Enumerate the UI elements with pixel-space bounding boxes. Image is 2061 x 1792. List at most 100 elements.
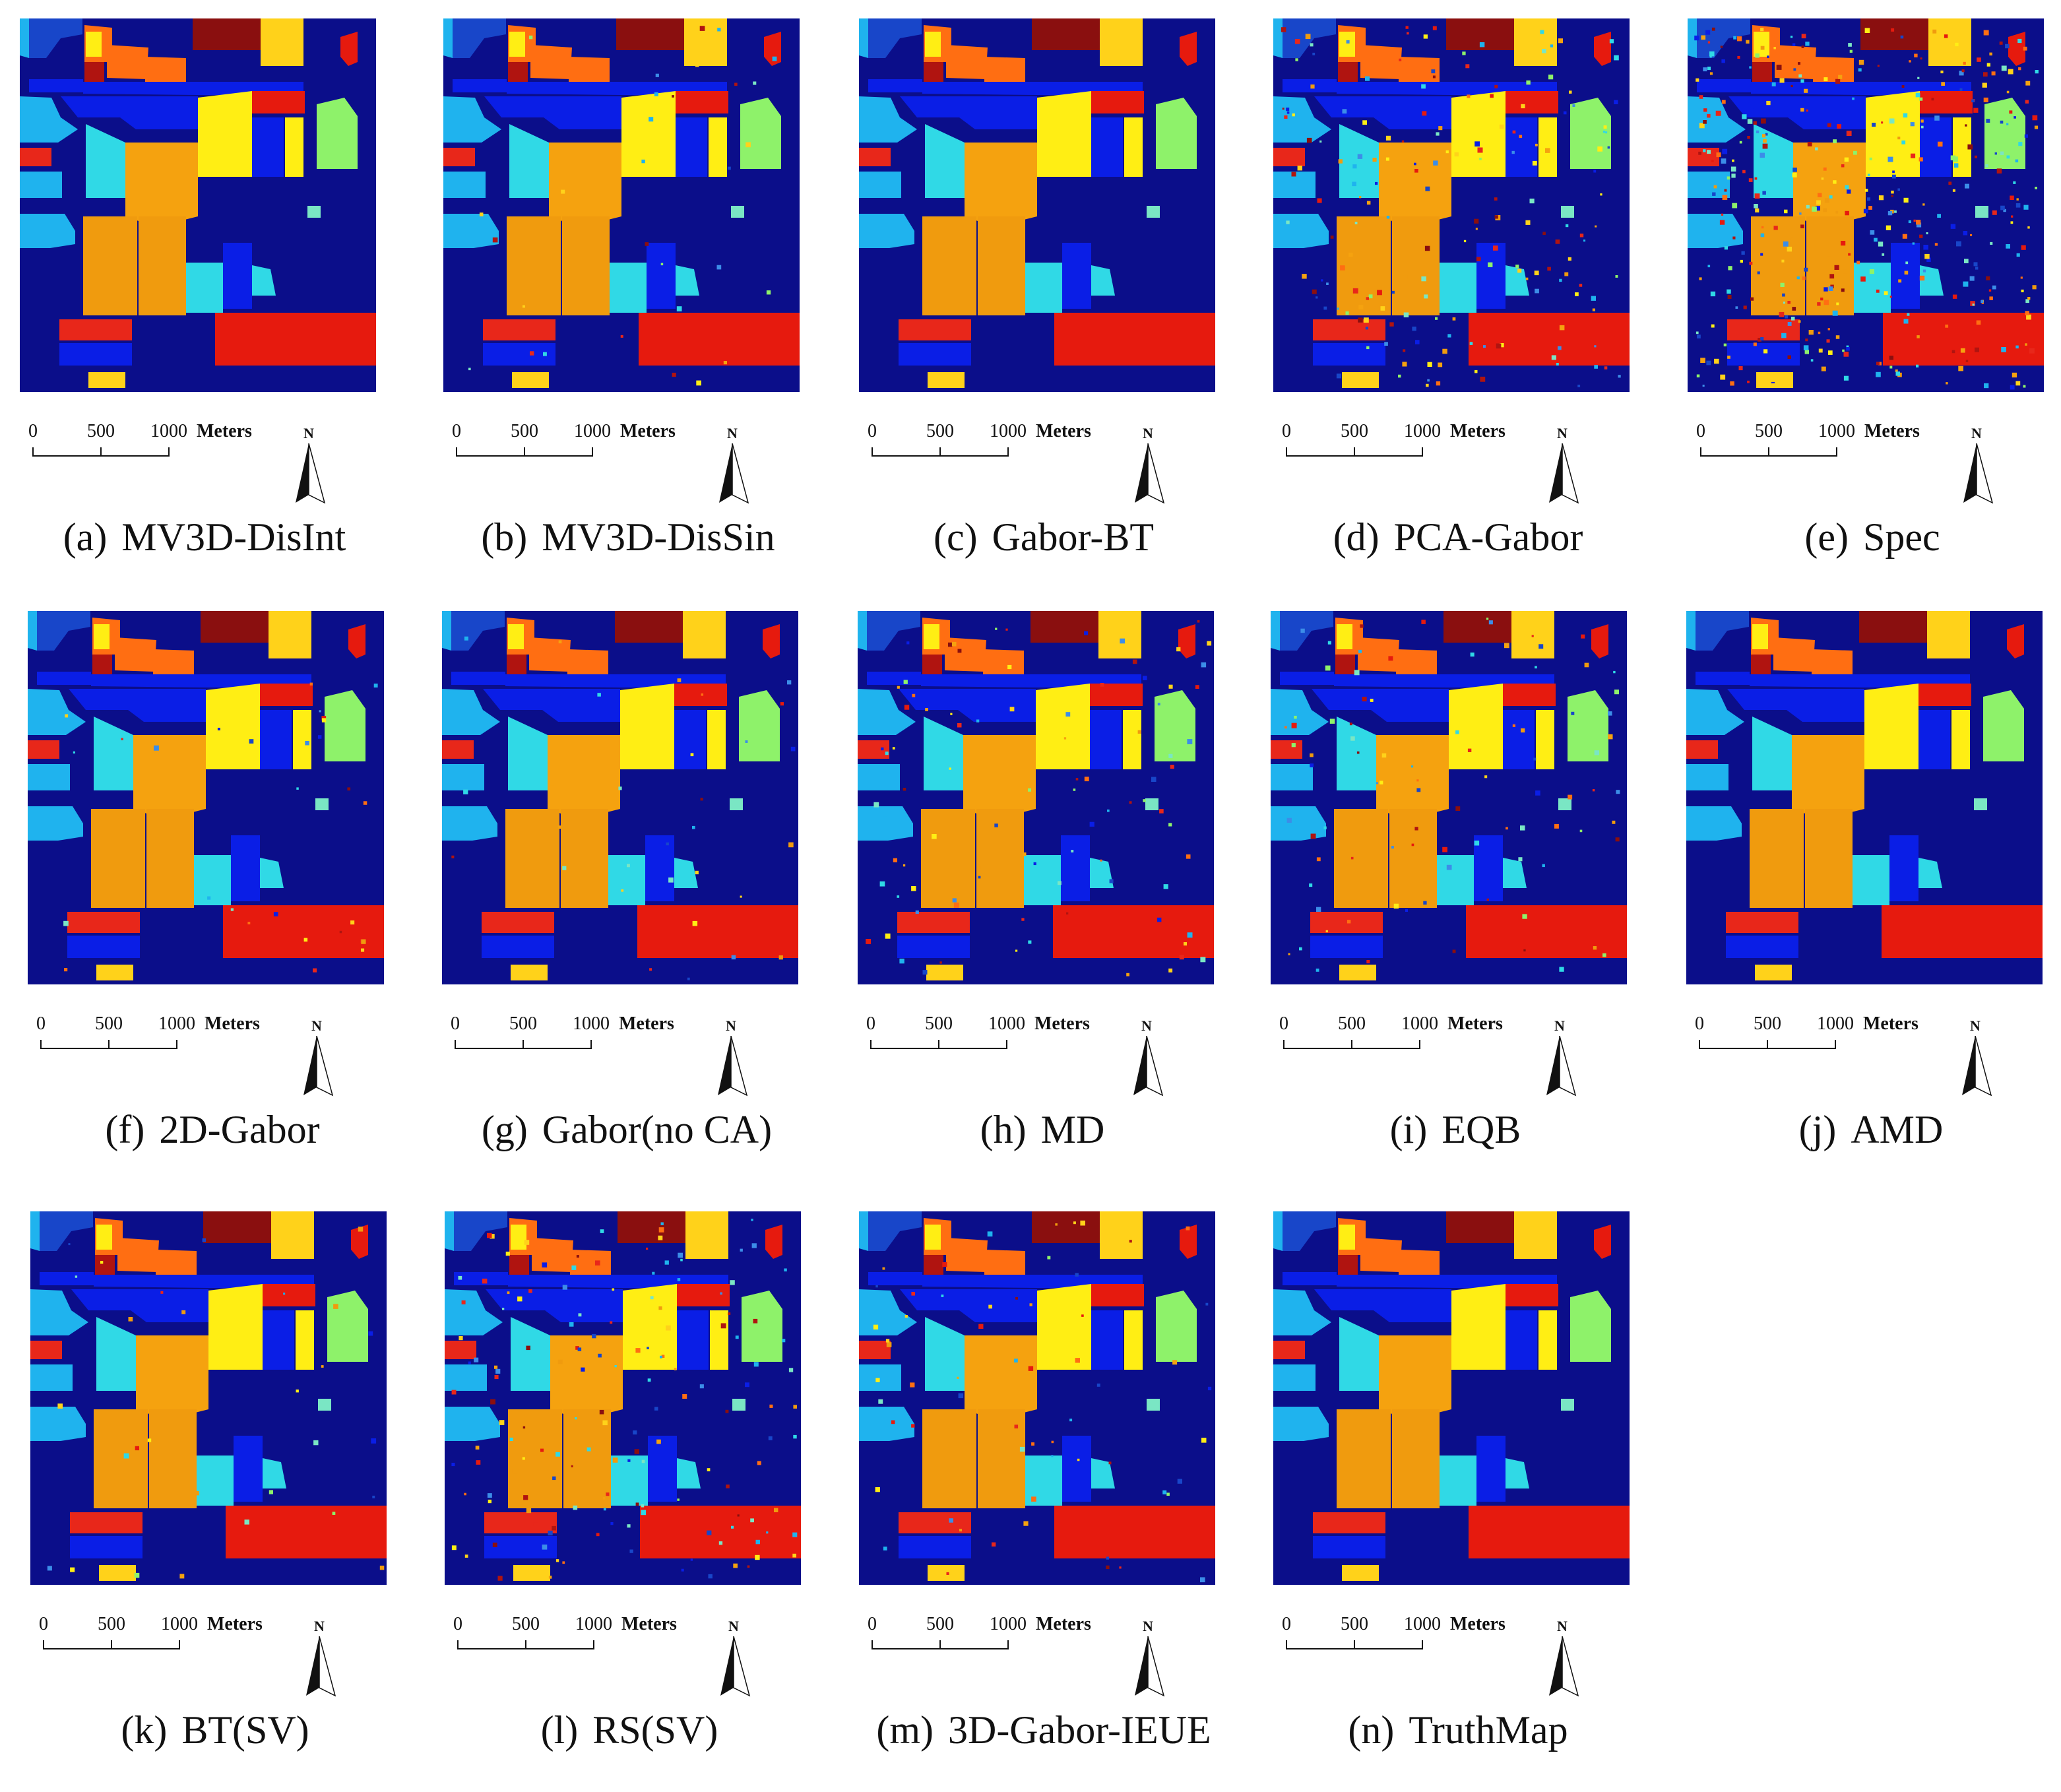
field-grass-trees (20, 96, 78, 143)
field-alfalfa (867, 611, 920, 651)
field-soybean-notill (900, 1289, 1037, 1322)
misclassified-pixel (751, 1219, 753, 1221)
misclassified-pixel (1796, 276, 1800, 280)
misclassified-pixel (283, 1293, 286, 1295)
misclassified-pixel (1014, 1424, 1019, 1428)
field-soybean-min (1389, 809, 1437, 908)
field-alfalfa (453, 18, 506, 58)
misclassified-pixel (1920, 119, 1924, 123)
scale-line (457, 455, 592, 457)
misclassified-pixel (1405, 26, 1409, 29)
misclassified-pixel (1286, 817, 1292, 823)
misclassified-pixel (1604, 366, 1608, 369)
misclassified-pixel (647, 1347, 649, 1349)
field-corn (1342, 372, 1379, 388)
misclassified-pixel (1765, 133, 1768, 136)
scale-tick (456, 447, 457, 457)
misclassified-pixel (1760, 152, 1765, 158)
misclassified-pixel (317, 735, 322, 739)
misclassified-pixel (1982, 82, 1987, 88)
field-soybean-clean (1310, 912, 1383, 933)
misclassified-pixel (1862, 203, 1866, 206)
north-arrow-icon: N (1546, 1017, 1589, 1097)
field-soybean-notill (868, 79, 922, 92)
field-grass-trees (1686, 611, 1696, 651)
misclassified-pixel (731, 955, 736, 960)
misclassified-pixel (147, 1438, 152, 1442)
field-soybean-notill (483, 689, 620, 722)
field-stone-steel (84, 62, 104, 87)
misclassified-pixel (1352, 164, 1357, 169)
misclassified-pixel (1720, 46, 1723, 48)
misclassified-pixel (1386, 216, 1390, 219)
misclassified-pixel (1084, 631, 1089, 635)
misclassified-pixel (1356, 751, 1360, 754)
misclassified-pixel (1377, 290, 1382, 296)
field-soybean-clean (442, 740, 474, 759)
field-soybean-clean (1273, 148, 1305, 166)
misclassified-pixel (1055, 1223, 1058, 1226)
misclassified-pixel (1424, 294, 1428, 299)
misclassified-pixel (1926, 257, 1931, 262)
panel-caption: (e) Spec (1688, 515, 2057, 560)
field-grass-pasture (1091, 1458, 1115, 1488)
misclassified-pixel (2001, 347, 2006, 352)
field-grass-pasture (1339, 1317, 1379, 1391)
field-grass-mowed (730, 798, 743, 810)
misclassified-pixel (654, 1407, 658, 1411)
field-soybean-clean (483, 319, 555, 340)
misclassified-pixel (494, 1375, 499, 1380)
field-soybean-notill (1062, 1436, 1091, 1502)
field-soybean-notill (674, 710, 706, 769)
misclassified-pixel (1168, 823, 1172, 827)
misclassified-pixel (1843, 352, 1849, 357)
field-grass-pasture (1752, 717, 1792, 790)
misclassified-pixel (1986, 119, 1990, 123)
north-arrow-dark-half (1133, 1036, 1147, 1095)
misclassified-pixel (755, 1554, 760, 1560)
field-grass-trees (443, 18, 453, 58)
misclassified-pixel (2029, 348, 2035, 354)
misclassified-pixel (1971, 99, 1975, 103)
misclassified-pixel (1749, 66, 1752, 69)
misclassified-pixel (2006, 123, 2009, 125)
misclassified-pixel (1918, 157, 1923, 162)
misclassified-pixel (1965, 360, 1969, 362)
field-buildings (1984, 98, 2025, 169)
misclassified-pixel (735, 1335, 739, 1339)
misclassified-pixel (1084, 777, 1089, 782)
misclassified-pixel (1484, 775, 1488, 779)
north-arrow-light-half (316, 1036, 334, 1097)
field-corn-min (115, 637, 156, 672)
misclassified-pixel (1948, 181, 1952, 185)
misclassified-pixel (1319, 140, 1322, 143)
north-label: N (1143, 425, 1153, 441)
misclassified-pixel (1613, 670, 1616, 674)
misclassified-pixel (1106, 1556, 1110, 1560)
field-grass-mowed (315, 798, 329, 810)
scale-bar: 0 500 1000 Meters (1279, 1013, 1521, 1073)
misclassified-pixel (1352, 288, 1358, 294)
misclassified-pixel (778, 955, 783, 960)
field-grass-pasture (1854, 263, 1891, 313)
misclassified-pixel (1905, 261, 1909, 265)
scale-tick (108, 1040, 110, 1049)
field-hay-windrowed (1866, 91, 1920, 177)
field-grass-trees (443, 214, 499, 248)
field-grass-trees (859, 1407, 914, 1441)
panel-letter: (e) (1804, 515, 1849, 559)
misclassified-pixel (1422, 111, 1427, 116)
misclassified-pixel (1597, 146, 1602, 152)
field-grass-trees (1271, 611, 1280, 651)
misclassified-pixel (1750, 297, 1754, 301)
misclassified-pixel (753, 1362, 759, 1367)
field-grass-pasture (1090, 858, 1114, 888)
north-arrow-dark-half (1549, 1636, 1562, 1696)
field-soybean-min (508, 1409, 562, 1508)
misclassified-pixel (602, 1497, 606, 1500)
misclassified-pixel (249, 739, 254, 744)
map-panel: 0 500 1000 Meters N (n) TruthMap (1273, 1211, 1643, 1792)
misclassified-pixel (1522, 914, 1527, 919)
panel-letter: (g) (481, 1108, 528, 1151)
